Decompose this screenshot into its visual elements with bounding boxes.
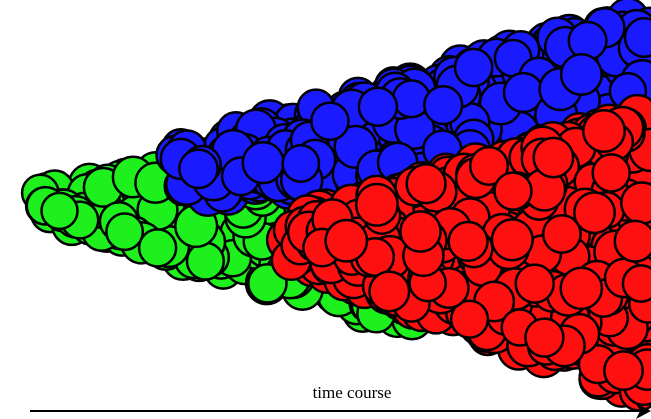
cell [561, 268, 602, 309]
cell [583, 110, 624, 151]
cell [283, 145, 319, 181]
cell [495, 173, 532, 210]
cell [187, 243, 224, 280]
cell [370, 272, 410, 312]
cell [407, 164, 446, 203]
cell [311, 103, 348, 140]
cell [593, 154, 630, 191]
cell [179, 150, 217, 188]
cell [561, 54, 602, 95]
cell [534, 138, 573, 177]
cell [625, 18, 651, 56]
cell [243, 142, 284, 183]
cell [516, 265, 554, 303]
cell [574, 193, 614, 233]
cell [525, 319, 563, 357]
cell [621, 183, 651, 224]
cell [604, 351, 642, 389]
cell [623, 265, 651, 301]
cell [455, 49, 492, 86]
cell [615, 221, 651, 262]
cell [42, 193, 78, 229]
cell [424, 86, 462, 124]
cell [359, 88, 397, 126]
cell [326, 220, 367, 261]
cell [139, 229, 176, 266]
axis-label: time course [313, 383, 392, 402]
cell [356, 184, 398, 226]
cell-clusters [22, 0, 651, 411]
cell [492, 219, 533, 260]
diagram: time course [0, 0, 651, 419]
cell [400, 211, 440, 251]
cell [449, 222, 488, 261]
cell [106, 214, 142, 250]
